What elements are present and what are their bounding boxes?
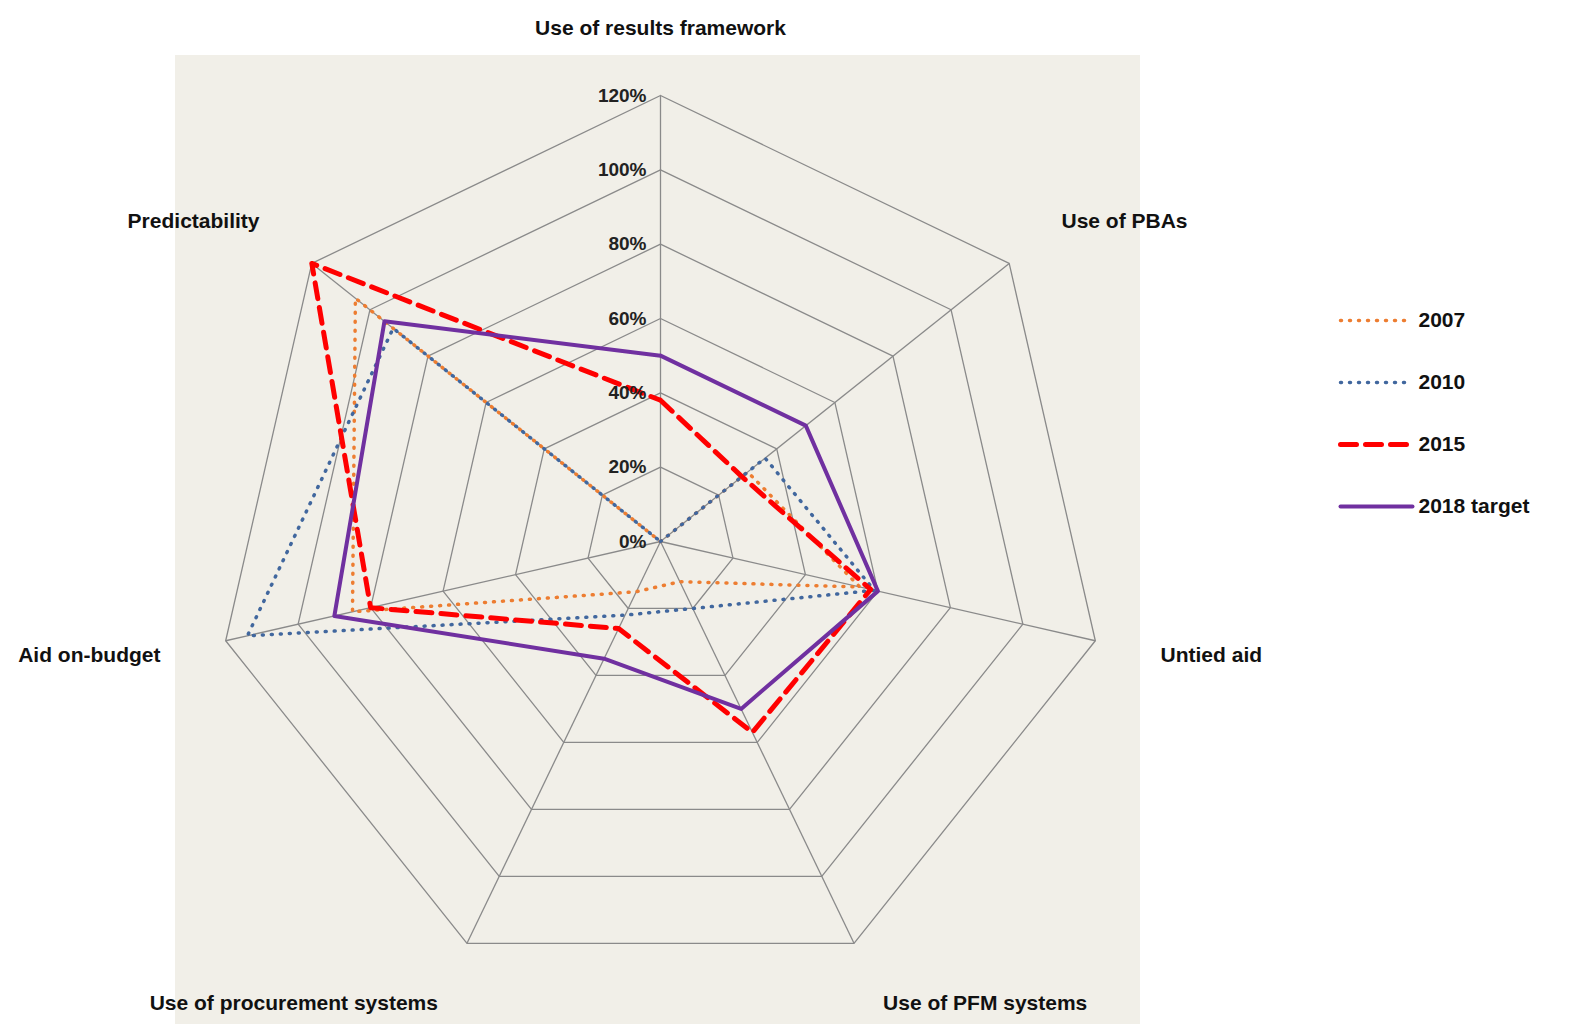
svg-text:2015: 2015: [1419, 432, 1466, 455]
svg-text:20%: 20%: [608, 456, 646, 477]
svg-text:80%: 80%: [608, 233, 646, 254]
svg-text:40%: 40%: [608, 382, 646, 403]
svg-text:Use of PFM systems: Use of PFM systems: [883, 991, 1087, 1014]
svg-text:100%: 100%: [598, 159, 647, 180]
svg-text:60%: 60%: [608, 308, 646, 329]
svg-text:Use of results framework: Use of results framework: [535, 16, 786, 39]
svg-text:Predictability: Predictability: [128, 209, 260, 232]
svg-text:2007: 2007: [1419, 308, 1466, 331]
svg-text:0%: 0%: [619, 531, 647, 552]
svg-text:Use of procurement systems: Use of procurement systems: [150, 991, 438, 1014]
svg-text:Use of PBAs: Use of PBAs: [1062, 209, 1188, 232]
svg-text:120%: 120%: [598, 85, 647, 106]
svg-text:2010: 2010: [1419, 370, 1466, 393]
svg-text:Aid on-budget: Aid on-budget: [18, 643, 160, 666]
svg-text:Untied aid: Untied aid: [1161, 643, 1263, 666]
svg-text:2018 target: 2018 target: [1419, 494, 1530, 517]
